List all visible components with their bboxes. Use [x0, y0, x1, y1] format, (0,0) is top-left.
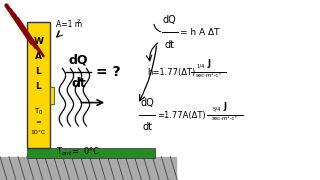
Text: 10°C: 10°C: [31, 130, 46, 135]
Text: 5/4: 5/4: [213, 106, 221, 111]
Text: = ?: = ?: [96, 65, 121, 79]
Text: T$_0$: T$_0$: [34, 107, 43, 117]
Bar: [27, 22, 50, 148]
Text: A=1 m: A=1 m: [56, 20, 82, 29]
Bar: [27, 148, 155, 158]
Bar: [50, 87, 54, 104]
Text: dt: dt: [71, 77, 86, 90]
Text: dQ: dQ: [140, 98, 154, 108]
Text: L: L: [36, 82, 41, 91]
Text: dt: dt: [164, 40, 175, 50]
Text: 1/4: 1/4: [197, 63, 205, 68]
Text: =1.77A(ΔT): =1.77A(ΔT): [157, 111, 206, 120]
Text: T$_{out}$=  0°C: T$_{out}$= 0°C: [56, 146, 100, 158]
Text: = h A ΔT: = h A ΔT: [180, 28, 219, 37]
Text: J: J: [207, 58, 210, 68]
Text: dQ: dQ: [163, 15, 176, 25]
Text: sec·m²·c°: sec·m²·c°: [196, 73, 222, 78]
Text: 2: 2: [76, 19, 80, 24]
Bar: [0, 157, 176, 180]
Text: W: W: [34, 37, 43, 46]
Text: L: L: [36, 67, 41, 76]
Text: dt: dt: [142, 122, 152, 132]
Text: A: A: [35, 52, 42, 61]
Text: sec·m²·c°: sec·m²·c°: [212, 116, 238, 121]
Text: dQ: dQ: [69, 54, 88, 67]
Text: J: J: [223, 102, 227, 111]
Text: h=1.77(ΔT): h=1.77(ΔT): [147, 68, 196, 76]
Text: =: =: [36, 119, 41, 125]
